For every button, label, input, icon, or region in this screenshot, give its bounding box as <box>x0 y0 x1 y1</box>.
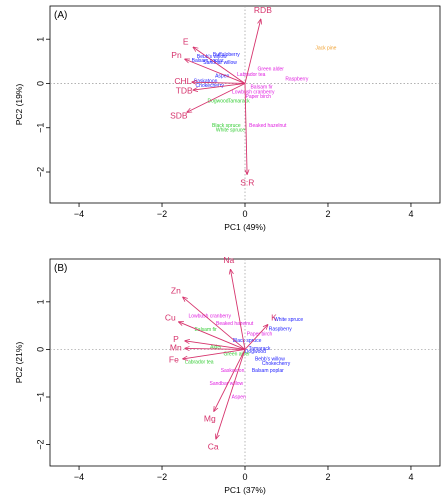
loading-vector <box>214 349 246 411</box>
loading-vector <box>185 341 246 350</box>
x-tick-label: 2 <box>325 209 330 219</box>
x-tick-label: 0 <box>242 209 247 219</box>
loading-vector <box>185 348 246 349</box>
sample-label: Raspberry <box>269 326 293 332</box>
sample-label: Labrador tea <box>237 72 266 78</box>
loading-vector <box>193 83 246 90</box>
sample-label: Alder <box>210 344 222 350</box>
vector-label: RDB <box>254 5 272 15</box>
vector-label: P <box>173 334 179 344</box>
vector-label: CHL <box>174 76 191 86</box>
loading-vector <box>183 348 246 359</box>
loading-vector <box>244 19 261 84</box>
sample-label: Tamarack <box>228 99 250 105</box>
panel-label: (A) <box>54 10 67 21</box>
panel-label: (B) <box>54 263 67 274</box>
sample-label: Sandbar willow <box>210 381 244 387</box>
loading-vector <box>183 297 246 350</box>
vector-label: Mg <box>204 414 216 424</box>
sample-label: Lowbush cranberry <box>188 313 231 319</box>
vector-label: Zn <box>171 286 181 296</box>
y-tick-label: 0 <box>35 81 45 86</box>
sample-label: Green alder <box>258 67 285 73</box>
loading-vector <box>245 83 247 174</box>
sample-label: Dogwood <box>245 349 266 355</box>
sample-label: Saskatoon <box>194 79 218 85</box>
vector-label: Fe <box>169 355 179 365</box>
y-tick-label: 0 <box>35 347 45 352</box>
x-tick-label: 2 <box>325 472 330 482</box>
loading-vector <box>187 83 246 112</box>
sample-label: Jack pine <box>315 45 336 51</box>
vector-label: Na <box>223 255 234 265</box>
x-tick-label: 0 <box>242 472 247 482</box>
loading-vector <box>230 269 246 350</box>
sample-label: Aspen <box>215 73 229 79</box>
y-tick-label: −1 <box>35 123 45 133</box>
x-tick-label: 4 <box>408 472 413 482</box>
panel-b: −4 −2 0 2 4 −2 −1 0 1 PC1 (37%) PC2 (21%) (B) Lowbus… <box>14 255 441 495</box>
sample-label: Aspen <box>232 394 246 400</box>
y-axis-label: PC2 (19%) <box>14 84 24 126</box>
sample-label: Beaked hazelnut <box>249 123 287 129</box>
sample-label: White spruce <box>216 127 245 133</box>
sample-label: Balsam poplar <box>252 368 284 374</box>
sample-label: Saskatoon <box>221 368 245 374</box>
x-tick-label: −4 <box>74 472 84 482</box>
sample-label: Tamarack <box>249 346 271 352</box>
sample-label: Chokecherry <box>196 83 225 89</box>
vector-label: TDB <box>176 86 193 96</box>
sample-label: White spruce <box>274 317 303 323</box>
y-tick-label: 1 <box>35 37 45 42</box>
y-tick-label: −2 <box>35 439 45 449</box>
x-axis-label: PC1 (37%) <box>224 485 266 495</box>
sample-label: Lowbush cranberry <box>232 90 275 96</box>
x-tick-label: −2 <box>157 472 167 482</box>
x-axis-label: PC1 (49%) <box>224 222 266 232</box>
vector-label: K <box>271 312 277 322</box>
vector-label: E <box>183 36 189 46</box>
sample-label: Sandbar willow <box>203 60 237 66</box>
x-tick-label: −2 <box>157 209 167 219</box>
loading-vector <box>193 47 246 84</box>
vector-label: Mn <box>170 343 182 353</box>
vector-label: Cu <box>165 313 176 323</box>
sample-label: Buffaloberry <box>213 52 240 58</box>
sample-label: Balsam poplar <box>192 58 224 64</box>
sample-label: Balsam fir <box>250 84 273 90</box>
vector-label: S:R <box>240 177 254 187</box>
vector-label: SDB <box>170 110 188 120</box>
sample-label: Bebb's willow <box>255 356 285 362</box>
sample-label: Black spruce <box>212 123 241 129</box>
sample-label: Paper birch <box>245 94 271 100</box>
y-tick-label: −2 <box>35 167 45 177</box>
sample-label: Green alder <box>223 352 250 358</box>
sample-label: Paper birch <box>247 332 273 338</box>
x-tick-label: 4 <box>408 209 413 219</box>
sample-label: Dogwood <box>207 99 228 105</box>
loading-vector <box>192 82 246 83</box>
x-tick-label: −4 <box>74 209 84 219</box>
y-axis-label: PC2 (21%) <box>14 342 24 384</box>
y-tick-label: 1 <box>35 299 45 304</box>
sample-label: Black spruce <box>233 338 262 344</box>
y-tick-label: −1 <box>35 392 45 402</box>
loading-vector <box>185 59 246 84</box>
sample-label: Balsam fir <box>194 327 217 333</box>
panel-a: −4 −2 0 2 4 −2 −1 0 1 PC1 (49%) PC2 (19%) (A) Jack p… <box>14 5 441 232</box>
loading-vector <box>244 325 268 350</box>
sample-label: Chokecherry <box>262 361 291 367</box>
sample-label: Labrador tea <box>185 360 214 366</box>
vector-label: Pn <box>171 50 182 60</box>
vector-label: Ca <box>208 442 219 452</box>
loading-vector <box>179 322 246 350</box>
sample-label: Raspberry <box>285 76 309 82</box>
sample-label: Bebb's willow <box>197 54 227 60</box>
sample-label: Beaked hazelnut <box>216 321 254 327</box>
loading-vector <box>216 349 246 438</box>
